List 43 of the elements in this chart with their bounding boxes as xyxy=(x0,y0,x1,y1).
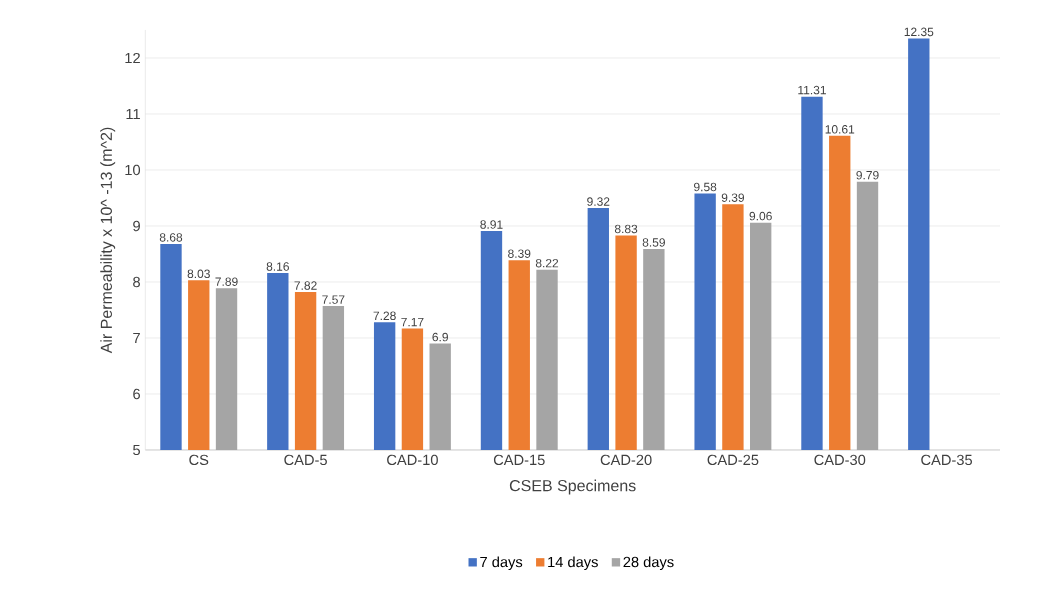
data-label: 9.79 xyxy=(856,170,879,180)
data-label: 8.59 xyxy=(642,238,665,247)
data-label: 8.16 xyxy=(266,262,289,271)
data-label: 9.58 xyxy=(694,182,717,192)
data-label: 7.89 xyxy=(215,277,238,286)
x-tick-label: CAD-10 xyxy=(387,454,438,466)
x-tick-label: CAD-20 xyxy=(600,454,652,466)
x-tick-label: CS xyxy=(189,454,209,466)
x-tick-label: CAD-5 xyxy=(284,454,327,466)
data-label: 11.31 xyxy=(798,85,826,95)
legend-label: 7 days xyxy=(480,556,523,571)
data-label: 7.28 xyxy=(373,311,396,321)
data-label: 9.39 xyxy=(721,193,745,202)
data-label: 10.61 xyxy=(825,125,855,134)
data-label: 9.32 xyxy=(587,197,610,206)
data-label: 8.39 xyxy=(508,249,531,258)
y-tick-label: 7 xyxy=(133,332,140,344)
y-tick-label: 8 xyxy=(133,276,140,288)
data-label: 9.06 xyxy=(749,211,772,221)
y-tick-label: 6 xyxy=(133,388,140,400)
data-label: 8.91 xyxy=(480,220,503,229)
data-label: 7.57 xyxy=(322,295,345,304)
data-label: 8.68 xyxy=(159,233,183,242)
legend-label: 14 days xyxy=(548,556,598,571)
y-tick-label: 9 xyxy=(133,220,140,232)
y-tick-label: 12 xyxy=(125,52,140,64)
x-axis-title: CSEB Specimens xyxy=(509,479,636,495)
data-label: 6.9 xyxy=(432,332,448,342)
data-label: 8.83 xyxy=(614,224,638,234)
data-label: 7.82 xyxy=(294,281,317,290)
data-label: 8.22 xyxy=(535,258,559,268)
y-tick-label: 11 xyxy=(126,108,140,120)
x-tick-label: CAD-35 xyxy=(921,454,973,466)
y-tick-label: 10 xyxy=(125,164,141,176)
y-tick-label: 5 xyxy=(133,444,140,456)
data-label: 12.35 xyxy=(904,27,934,37)
data-label: 7.17 xyxy=(401,317,424,327)
x-tick-label: CAD-25 xyxy=(707,454,759,466)
x-tick-label: CAD-15 xyxy=(493,454,545,466)
data-label: 8.03 xyxy=(187,269,210,279)
y-axis-title: Air Permeability x 10^ -13 (m^2) xyxy=(100,127,116,354)
legend-label: 28 days xyxy=(623,556,674,571)
x-tick-label: CAD-30 xyxy=(814,454,866,466)
